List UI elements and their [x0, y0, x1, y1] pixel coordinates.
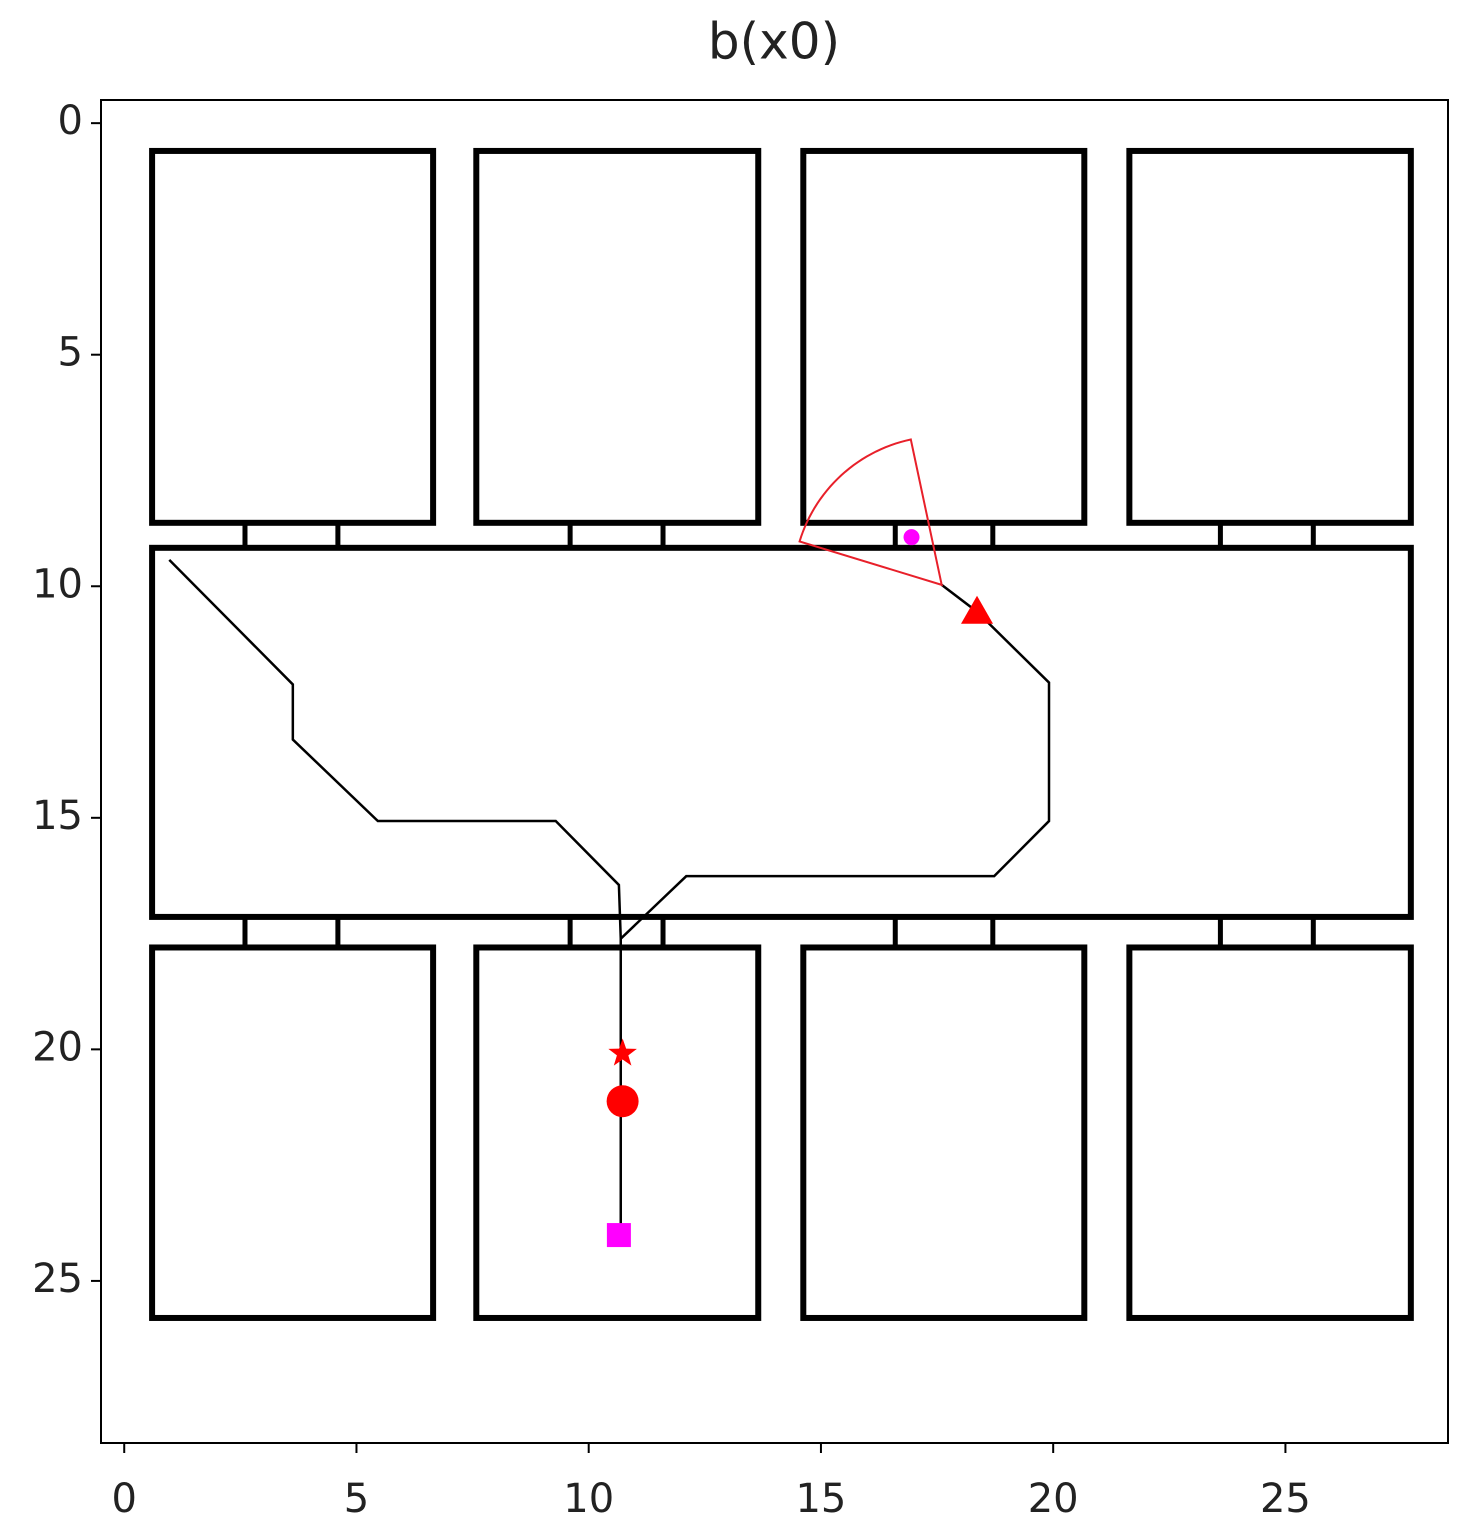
door: [567, 914, 666, 950]
room: [1126, 944, 1414, 1321]
y-tick-label: 20: [32, 1024, 83, 1070]
y-tick-label: 10: [32, 561, 83, 607]
door: [242, 914, 341, 950]
view-sector: [798, 438, 944, 587]
room: [149, 944, 437, 1321]
door: [567, 520, 666, 551]
chart-title: b(x0): [708, 13, 840, 71]
room: [800, 944, 1088, 1321]
x-tick-label: 15: [795, 1476, 846, 1522]
marker-triangle: [961, 595, 994, 624]
y-tick-label: 25: [32, 1256, 83, 1302]
y-tick-label: 15: [32, 793, 83, 839]
trajectory: [619, 583, 1051, 1236]
door: [242, 520, 341, 551]
x-tick-label: 5: [344, 1476, 369, 1522]
marker-star: [608, 1038, 637, 1066]
door: [1217, 914, 1316, 950]
room: [149, 544, 1414, 920]
x-tick-label: 20: [1028, 1476, 1079, 1522]
y-tick-label: 0: [58, 98, 83, 144]
room: [473, 147, 762, 526]
x-tick-label: 10: [563, 1476, 614, 1522]
y-tick-label: 5: [58, 330, 83, 376]
door: [1217, 520, 1316, 551]
marker-square: [606, 1223, 631, 1248]
door: [892, 914, 996, 950]
room: [1126, 147, 1414, 526]
trajectory: [168, 558, 623, 939]
room: [149, 147, 437, 526]
axes-frame: [100, 99, 1449, 1444]
x-tick-label: 25: [1260, 1476, 1311, 1522]
room: [800, 147, 1088, 526]
x-tick-label: 0: [111, 1476, 136, 1522]
marker-circle: [606, 1085, 639, 1118]
room: [473, 944, 762, 1321]
marker-dot: [903, 529, 920, 546]
